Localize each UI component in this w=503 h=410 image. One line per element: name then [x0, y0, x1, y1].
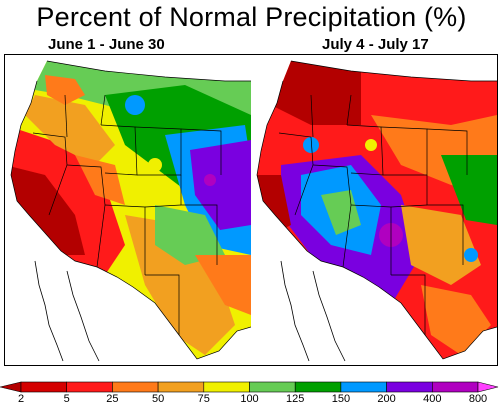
colorbar-segment — [340, 381, 387, 393]
colorbar-segment — [112, 381, 159, 393]
colorbar-legend — [0, 381, 499, 393]
colorbar-tick-label: 100 — [240, 393, 259, 405]
colorbar-tick-label: 75 — [197, 393, 210, 405]
june-map-svg — [10, 60, 251, 362]
colorbar-tick-label: 50 — [151, 393, 165, 405]
july-precip-map — [251, 55, 497, 365]
july-map-svg — [256, 60, 497, 362]
map-frame — [4, 54, 498, 366]
colorbar-tick-label: 400 — [423, 393, 442, 405]
colorbar-segment — [66, 381, 113, 393]
colorbar-tick-label: 2 — [17, 393, 25, 405]
colorbar-tick-label: 150 — [331, 393, 351, 405]
colorbar-tick-label: 25 — [106, 393, 119, 405]
map-title: Percent of Normal Precipitation (%) — [36, 2, 467, 32]
colorbar-segment — [249, 381, 296, 393]
colorbar-segment — [157, 381, 205, 393]
colorbar-tick-label: 800 — [468, 393, 488, 405]
june-precip-map — [5, 55, 251, 365]
colorbar-segment — [20, 381, 68, 393]
colorbar-tick-label: 5 — [63, 393, 70, 405]
right-panel-subtitle: July 4 - July 17 — [322, 36, 429, 53]
colorbar-tick-label: 125 — [286, 393, 305, 405]
colorbar-left-arrow — [0, 381, 22, 393]
left-panel-subtitle: June 1 - June 30 — [48, 36, 165, 53]
colorbar-segment — [294, 381, 342, 393]
colorbar-right-arrow — [477, 381, 499, 393]
colorbar-segment — [203, 381, 250, 393]
colorbar-segment — [386, 381, 433, 393]
colorbar-tick-label: 200 — [377, 393, 396, 405]
colorbar-segment — [431, 381, 479, 393]
